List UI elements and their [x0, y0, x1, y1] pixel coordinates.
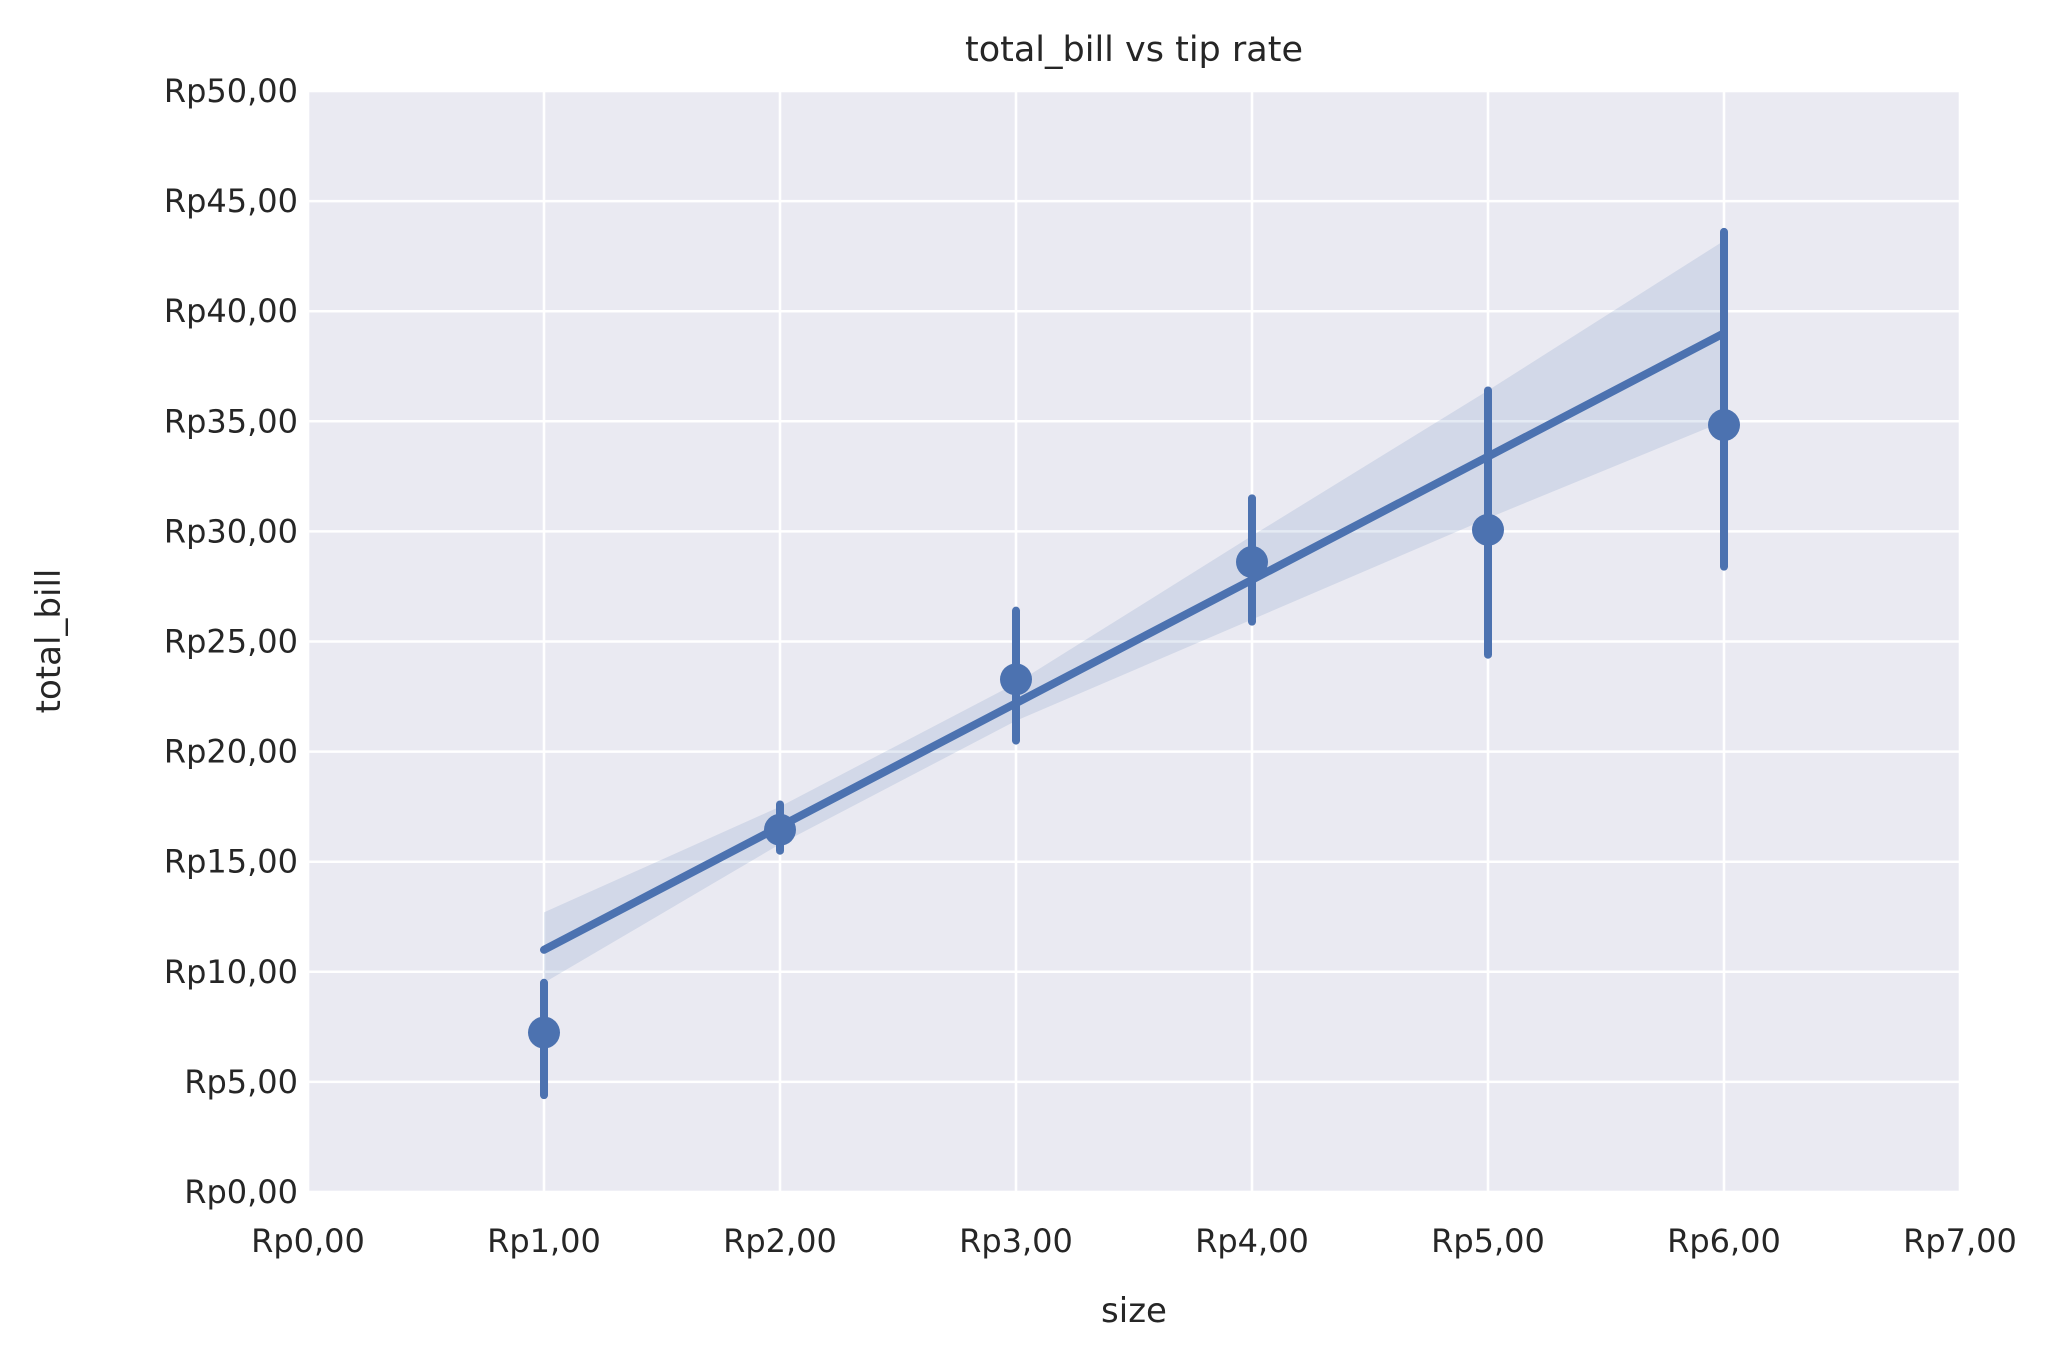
- grid-lines: [306, 89, 1962, 1194]
- data-point-2: [1000, 663, 1032, 696]
- regression-line: [540, 329, 1728, 954]
- x-tick-labels: Rp0,00 Rp1,00 Rp2,00 Rp3,00 Rp4,00 Rp5,00 Rp6,…: [251, 1222, 2017, 1260]
- y-tick-label-9: Rp45,00: [164, 182, 298, 220]
- y-tick-labels: Rp0,00 Rp5,00 Rp10,00 Rp15,00 Rp20,00 Rp25,00…: [164, 72, 298, 1211]
- y-axis-label: total_bill: [29, 569, 69, 714]
- data-points: [528, 409, 1740, 1049]
- y-tick-label-5: Rp25,00: [164, 623, 298, 661]
- x-tick-label-4: Rp4,00: [1195, 1222, 1309, 1260]
- y-tick-label-1: Rp5,00: [184, 1063, 298, 1101]
- x-tick-label-2: Rp2,00: [723, 1222, 837, 1260]
- data-point-0: [528, 1016, 560, 1049]
- y-tick-label-3: Rp15,00: [164, 843, 298, 881]
- data-point-5: [1708, 409, 1740, 442]
- x-tick-label-7: Rp7,00: [1903, 1222, 2017, 1260]
- y-tick-label-8: Rp40,00: [164, 292, 298, 330]
- data-point-4: [1472, 513, 1504, 546]
- y-tick-label-4: Rp20,00: [164, 733, 298, 771]
- x-axis-label: size: [1101, 1291, 1167, 1331]
- x-tick-label-1: Rp1,00: [487, 1222, 601, 1260]
- x-tick-label-3: Rp3,00: [959, 1222, 1073, 1260]
- y-tick-label-6: Rp30,00: [164, 512, 298, 550]
- y-tick-label-10: Rp50,00: [164, 72, 298, 110]
- data-point-3: [1236, 546, 1268, 579]
- y-tick-label-7: Rp35,00: [164, 402, 298, 440]
- y-tick-label-2: Rp10,00: [164, 953, 298, 991]
- x-tick-label-6: Rp6,00: [1667, 1222, 1781, 1260]
- chart-title: total_bill vs tip rate: [965, 30, 1303, 70]
- data-point-1: [764, 813, 796, 846]
- x-tick-label-5: Rp5,00: [1431, 1222, 1545, 1260]
- x-tick-label-0: Rp0,00: [251, 1222, 365, 1260]
- y-tick-label-0: Rp0,00: [184, 1173, 298, 1211]
